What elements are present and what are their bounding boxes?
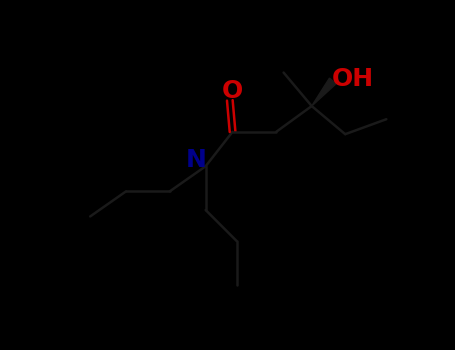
Text: O: O <box>222 79 243 103</box>
Text: N: N <box>186 148 207 172</box>
Polygon shape <box>312 78 336 106</box>
Text: OH: OH <box>331 67 374 91</box>
